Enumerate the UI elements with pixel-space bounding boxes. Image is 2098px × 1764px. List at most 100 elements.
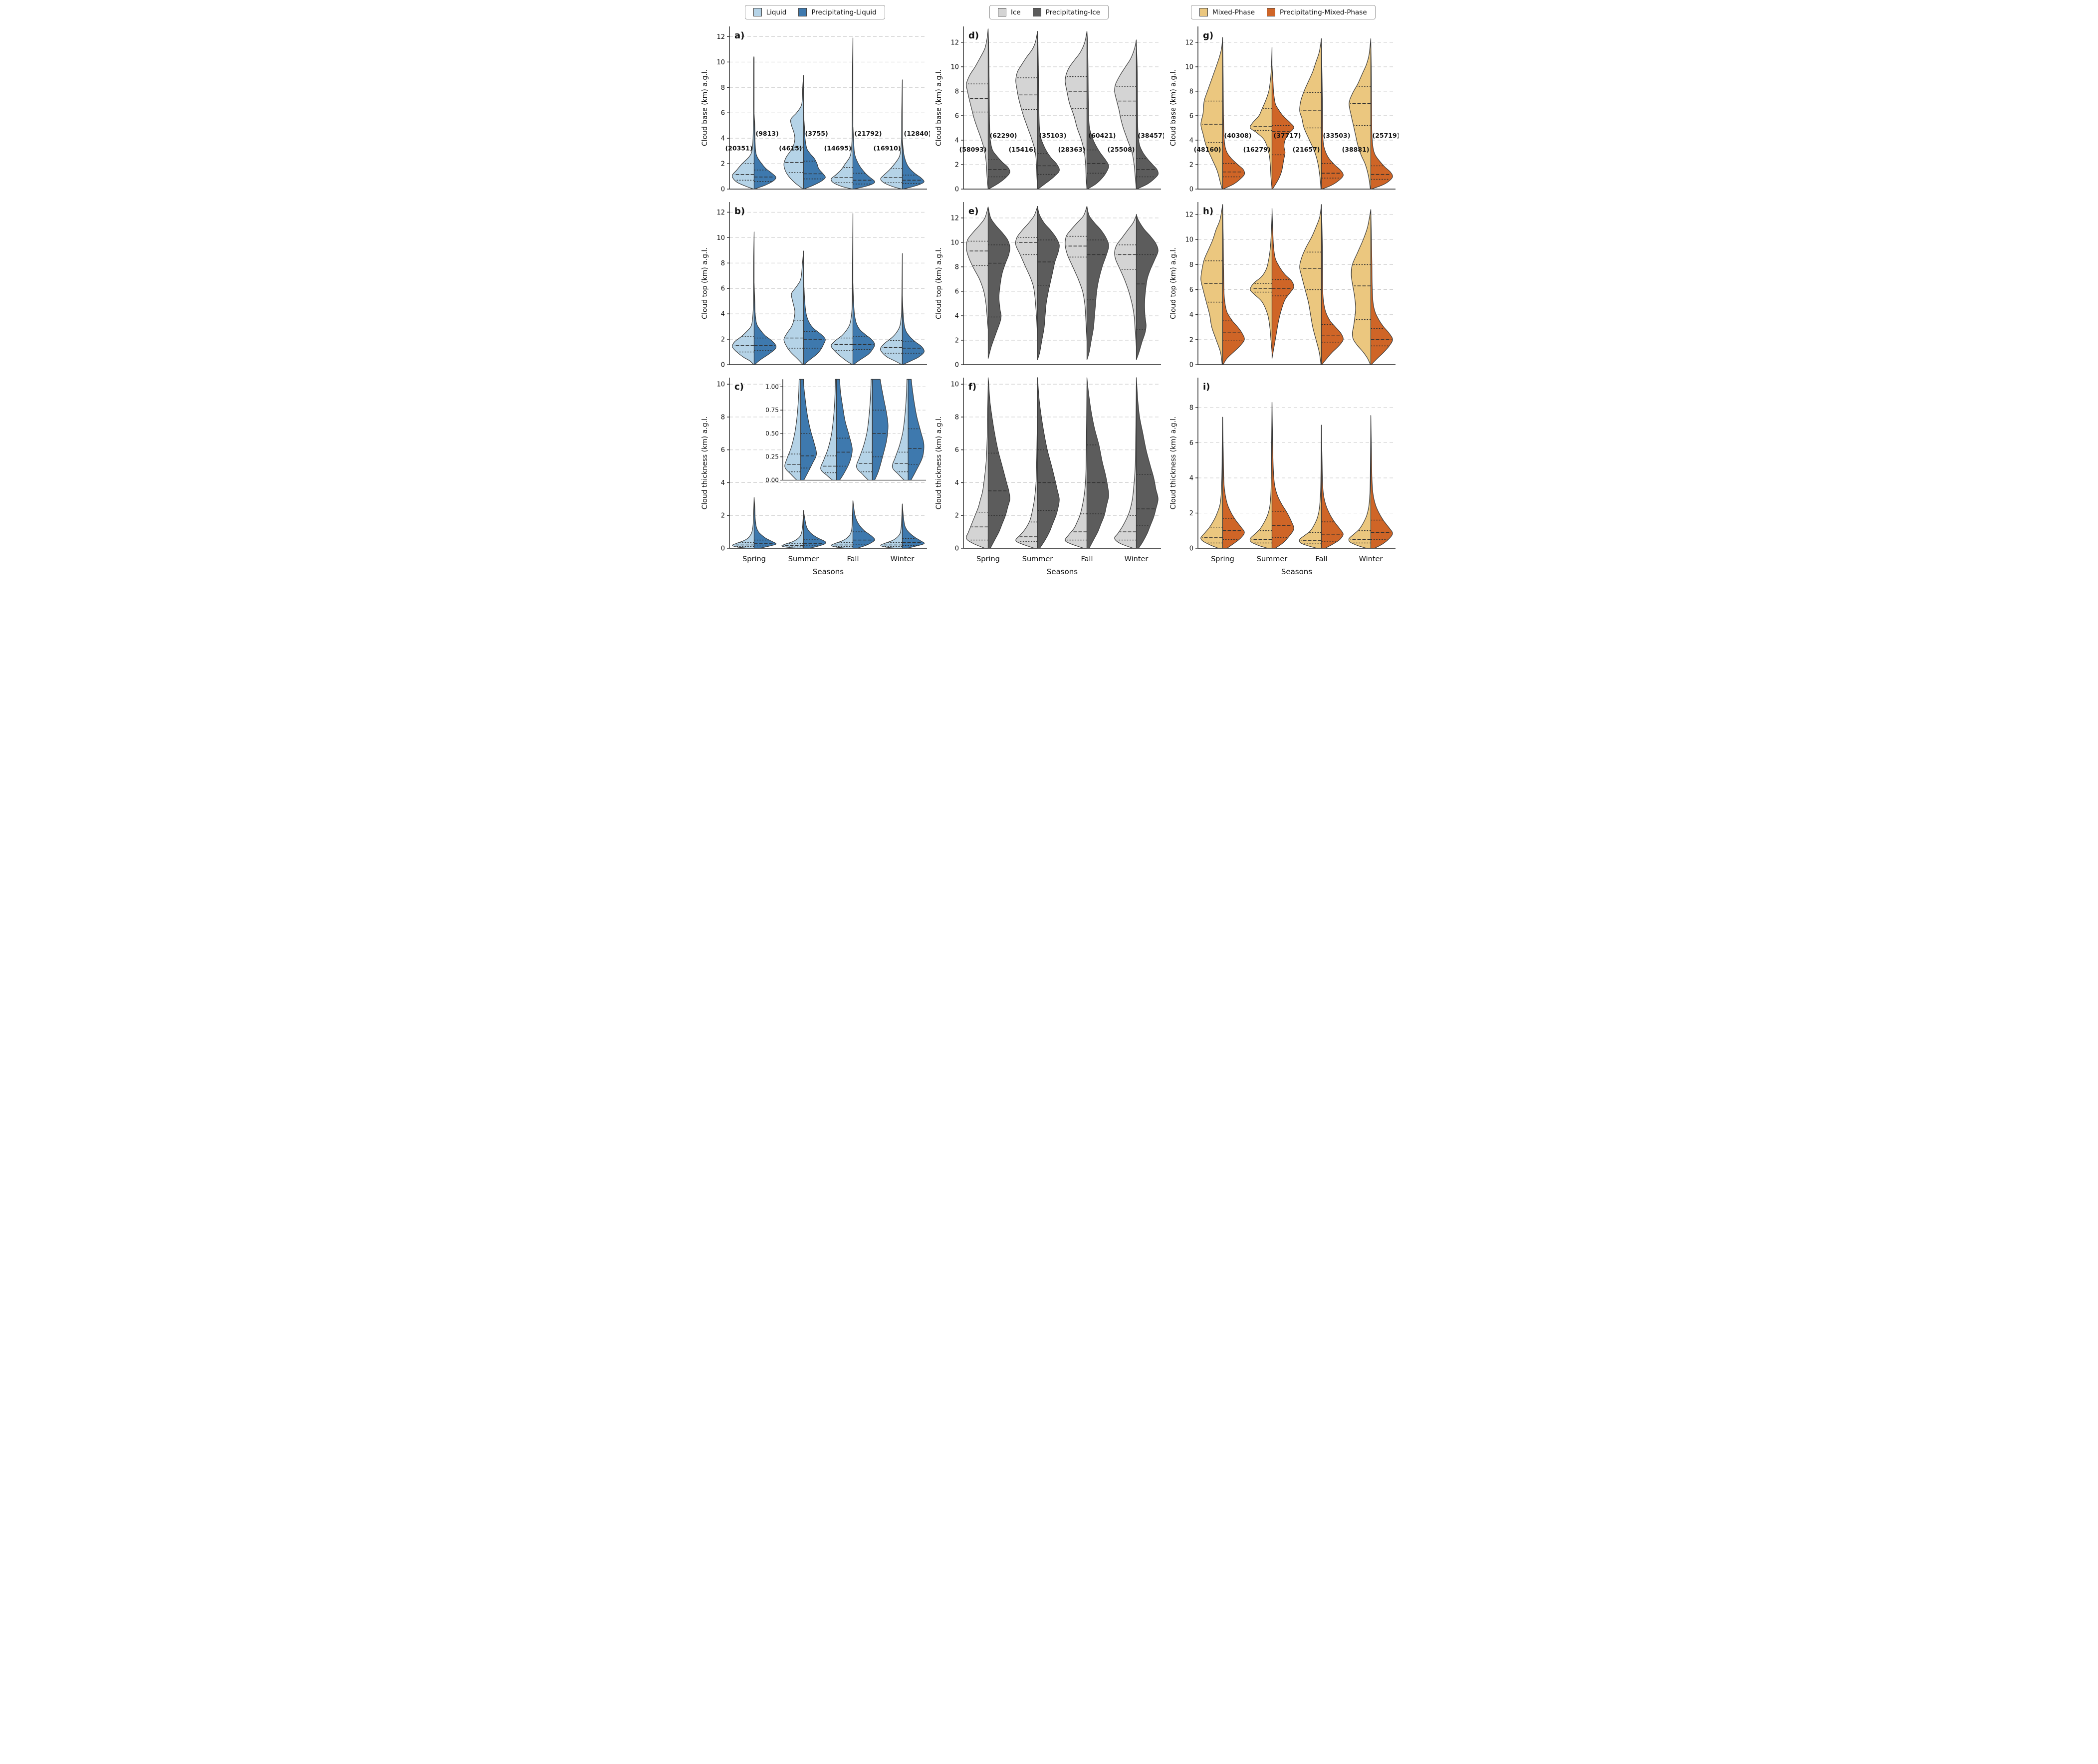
violin-half: [966, 385, 989, 549]
panel-h-svg: 0 2 4 6 8 10 12 Cloud top (km) a.g.l. h): [1169, 202, 1396, 369]
violin-half: [1065, 31, 1088, 190]
y-tick-label: 10: [717, 381, 725, 389]
count-label: (25508): [1108, 146, 1135, 153]
x-tick-label: Winter: [1359, 555, 1383, 563]
x-tick-label: Summer: [1257, 555, 1288, 563]
y-tick-label: 2: [955, 337, 959, 344]
violin-half: [1200, 204, 1223, 365]
panel-b-plot: 0 2 4 6 8 10 12 Cloud top (km) a.g.l. b): [701, 202, 928, 369]
legend-label: Precipitating-Ice: [1045, 8, 1100, 16]
panel-g: 0 2 4 6 8 10 12 Cloud base (km) a.g.l. (48160) (1…: [1166, 21, 1400, 197]
violin-half: [732, 231, 755, 365]
y-tick-label: 4: [721, 135, 725, 143]
y-tick-label: 8: [955, 414, 959, 421]
violin-half: [1136, 214, 1159, 360]
legend-swatch-icon: [1267, 8, 1276, 16]
violin-half: [1037, 377, 1060, 549]
legend-item: Liquid: [753, 8, 787, 16]
violin-half: [783, 250, 804, 365]
y-tick-label: 0: [955, 186, 959, 194]
legend-cell: Liquid Precipitating-Liquid: [698, 5, 932, 19]
y-tick-label: 12: [1185, 39, 1193, 46]
y-tick-label: 6: [955, 446, 959, 454]
violin-half: [966, 207, 989, 330]
count-label: (21657): [1292, 146, 1320, 153]
y-tick-label: 12: [717, 209, 725, 217]
violin-half: [732, 56, 755, 190]
violin-half: [781, 510, 804, 549]
violin-half: [1321, 42, 1344, 190]
panel-letter: a): [734, 30, 744, 41]
y-tick-label: 8: [955, 263, 959, 271]
y-axis-label: Cloud top (km) a.g.l.: [1169, 247, 1177, 319]
y-tick-label: 6: [955, 288, 959, 295]
y-tick-label: 0: [955, 545, 959, 553]
panel-letter: b): [734, 206, 745, 217]
violin-half: [1200, 417, 1223, 549]
y-tick-label: 2: [721, 336, 725, 344]
y-tick-label: 10: [1185, 63, 1193, 71]
violin-half: [880, 253, 903, 365]
violin-half: [1271, 65, 1294, 190]
y-tick-label: 12: [1185, 212, 1193, 219]
panel-d-plot: 0 2 4 6 8 10 12 Cloud base (km) a.g.l. (58093) (1…: [935, 26, 1164, 194]
legend-0: Liquid Precipitating-Liquid: [744, 5, 885, 19]
y-tick-label: 2: [955, 161, 959, 169]
panel-i: 0 2 4 6 8 Cloud thickness (km) a.g.l. i) Spring…: [1166, 373, 1400, 580]
violin-half: [1348, 415, 1371, 549]
y-axis-label: Cloud thickness (km) a.g.l.: [935, 417, 943, 510]
violin-half: [1222, 417, 1245, 549]
legend-label: Liquid: [766, 8, 787, 16]
x-tick-label: Fall: [1315, 555, 1327, 563]
violin-half: [1321, 425, 1344, 549]
violin-half: [1114, 39, 1137, 190]
y-tick-label: 4: [1189, 474, 1193, 482]
count-label: (9813): [756, 130, 779, 137]
y-tick-label: 6: [1189, 286, 1193, 294]
violin-half: [754, 114, 776, 190]
panel-f: 0 2 4 6 8 10 Cloud thickness (km) a.g.l. f) Spri…: [932, 373, 1166, 580]
count-label: (35103): [1039, 132, 1067, 139]
violin-half: [1037, 31, 1060, 190]
y-tick-label: 4: [955, 312, 959, 320]
panel-letter: g): [1203, 30, 1213, 41]
panel-letter: c): [734, 382, 744, 392]
inset-y-tick-label: 0.00: [765, 477, 779, 484]
panel-letter: f): [968, 382, 976, 392]
y-tick-label: 12: [717, 33, 725, 41]
x-tick-label: Spring: [977, 555, 1000, 563]
panel-a: 0 2 4 6 8 10 12 Cloud base (km) a.g.l. (20351) (4…: [698, 21, 932, 197]
violin-half: [1321, 204, 1344, 365]
count-label: (40308): [1224, 132, 1251, 139]
violin-half: [1015, 31, 1038, 190]
y-axis-label: Cloud base (km) a.g.l.: [701, 69, 709, 146]
violin-half: [1114, 385, 1137, 549]
y-tick-label: 4: [1189, 137, 1193, 144]
y-tick-label: 6: [721, 446, 725, 454]
panel-grid: 0 2 4 6 8 10 12 Cloud base (km) a.g.l. (20351) (4…: [698, 21, 1400, 580]
violin-half: [892, 379, 909, 481]
violin-half: [803, 276, 826, 365]
x-axis-label: Seasons: [1047, 567, 1078, 576]
violin-half: [988, 28, 1011, 190]
count-label: (38881): [1342, 146, 1369, 153]
violin-half: [1114, 215, 1137, 347]
count-label: (37717): [1273, 132, 1301, 139]
count-label: (33503): [1323, 132, 1350, 139]
panel-e-svg: 0 2 4 6 8 10 12 Cloud top (km) a.g.l. e): [935, 202, 1162, 369]
x-tick-label: Winter: [1125, 555, 1149, 563]
violin-half: [1087, 206, 1110, 360]
legend-label: Precipitating-Liquid: [811, 8, 877, 16]
legend-cell: Mixed-Phase Precipitating-Mixed-Phase: [1166, 5, 1400, 19]
y-tick-label: 8: [955, 88, 959, 95]
violin-half: [1370, 209, 1393, 365]
violin-half: [988, 377, 1011, 549]
legend-2: Mixed-Phase Precipitating-Mixed-Phase: [1191, 5, 1376, 19]
violin-half: [820, 379, 837, 481]
legend-item: Mixed-Phase: [1199, 8, 1255, 16]
x-axis-label: Seasons: [1281, 567, 1312, 576]
violin-half: [754, 497, 777, 549]
y-tick-label: 2: [1189, 161, 1193, 169]
violin-half: [754, 283, 777, 365]
